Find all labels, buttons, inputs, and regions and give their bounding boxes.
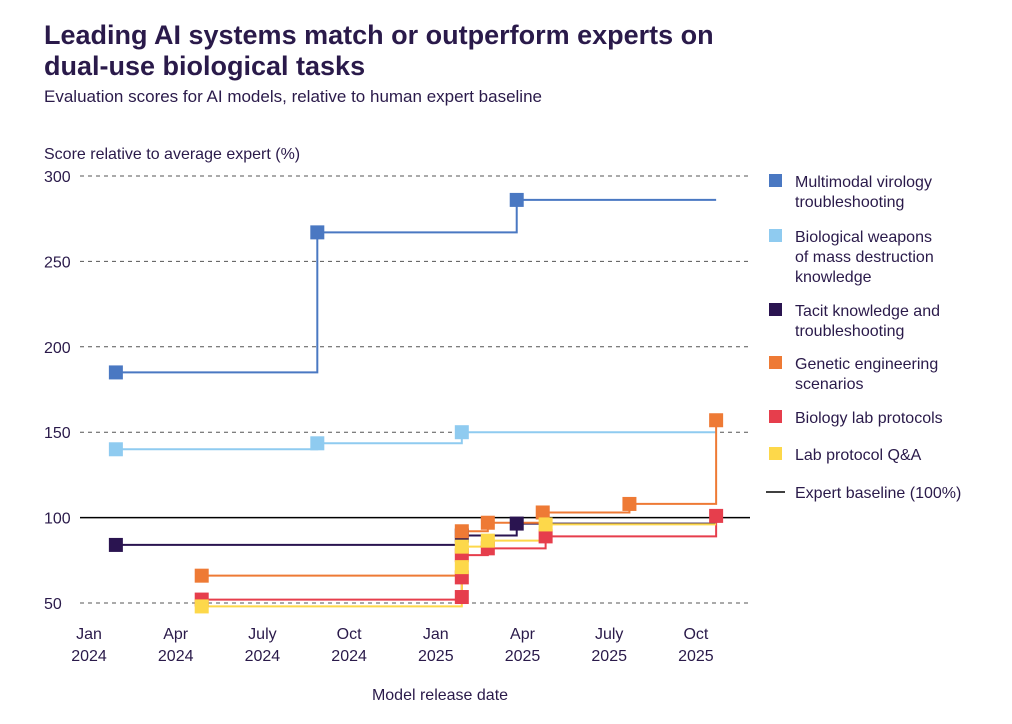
legend-label: troubleshooting [795,323,904,340]
data-point-marker [454,560,469,575]
data-point-marker [538,529,553,544]
data-point-marker [535,505,550,520]
x-tick-label: 2025 [505,648,541,665]
y-axis-label: Score relative to average expert (%) [44,146,300,163]
data-point-marker [454,539,469,554]
x-tick-label: 2024 [245,648,281,665]
data-point-marker [310,436,325,451]
y-tick-label: 150 [44,425,71,442]
x-tick-label: 2024 [158,648,194,665]
data-point-marker [454,425,469,440]
x-tick-label: Jan [76,626,102,643]
x-tick-label: Apr [510,626,536,643]
data-point-marker [194,568,209,583]
chart-title: Leading AI systems match or outperform e… [44,20,714,81]
legend-swatch [769,356,782,369]
y-tick-label: 200 [44,340,71,357]
legend-label: scenarios [795,376,863,393]
data-point-marker [509,192,524,207]
data-point-marker [454,524,469,539]
data-point-marker [454,590,469,605]
x-tick-label: Apr [163,626,189,643]
data-point-marker [108,365,123,380]
data-point-marker [108,537,123,552]
data-point-marker [480,515,495,530]
x-tick-label: Oct [683,626,708,643]
x-tick-label: 2024 [331,648,367,665]
legend-swatch [769,447,782,460]
data-point-marker [709,413,724,428]
legend-label: Tacit knowledge and [795,303,940,320]
data-point-marker [310,225,325,240]
x-tick-label: 2025 [678,648,714,665]
chart-subtitle: Evaluation scores for AI models, relativ… [44,87,542,106]
data-point-marker [622,496,637,511]
legend-swatch [769,410,782,423]
legend-label: Biological weapons [795,229,932,246]
x-tick-label: July [248,626,276,643]
legend-label: knowledge [795,269,872,286]
legend-label: Multimodal virology [795,174,932,191]
legend-swatch [769,229,782,242]
legend-swatch [769,174,782,187]
x-tick-label: 2025 [418,648,454,665]
series-line-1 [115,431,717,451]
series-line-2 [115,522,717,546]
data-point-marker [194,599,209,614]
data-point-marker [509,516,524,531]
x-tick-label: 2025 [591,648,627,665]
legend-label: troubleshooting [795,194,904,211]
legend-label: Genetic engineering [795,356,938,373]
y-tick-label: 250 [44,254,71,271]
y-tick-label: 100 [44,511,71,528]
legend-label: Expert baseline (100%) [795,485,961,502]
data-point-marker [480,533,495,548]
x-tick-label: Jan [423,626,449,643]
y-tick-label: 50 [44,596,62,613]
x-tick-label: 2024 [71,648,107,665]
data-point-marker [108,442,123,457]
x-axis-label: Model release date [372,687,508,704]
x-tick-label: July [595,626,623,643]
x-tick-label: Oct [337,626,362,643]
legend-swatch [769,303,782,316]
y-tick-label: 300 [44,169,71,186]
data-point-marker [709,508,724,523]
legend-label: Lab protocol Q&A [795,447,922,464]
data-point-marker [538,517,553,532]
legend-label: Biology lab protocols [795,410,943,427]
series-line-0 [115,198,717,374]
legend-label: of mass destruction [795,249,934,266]
